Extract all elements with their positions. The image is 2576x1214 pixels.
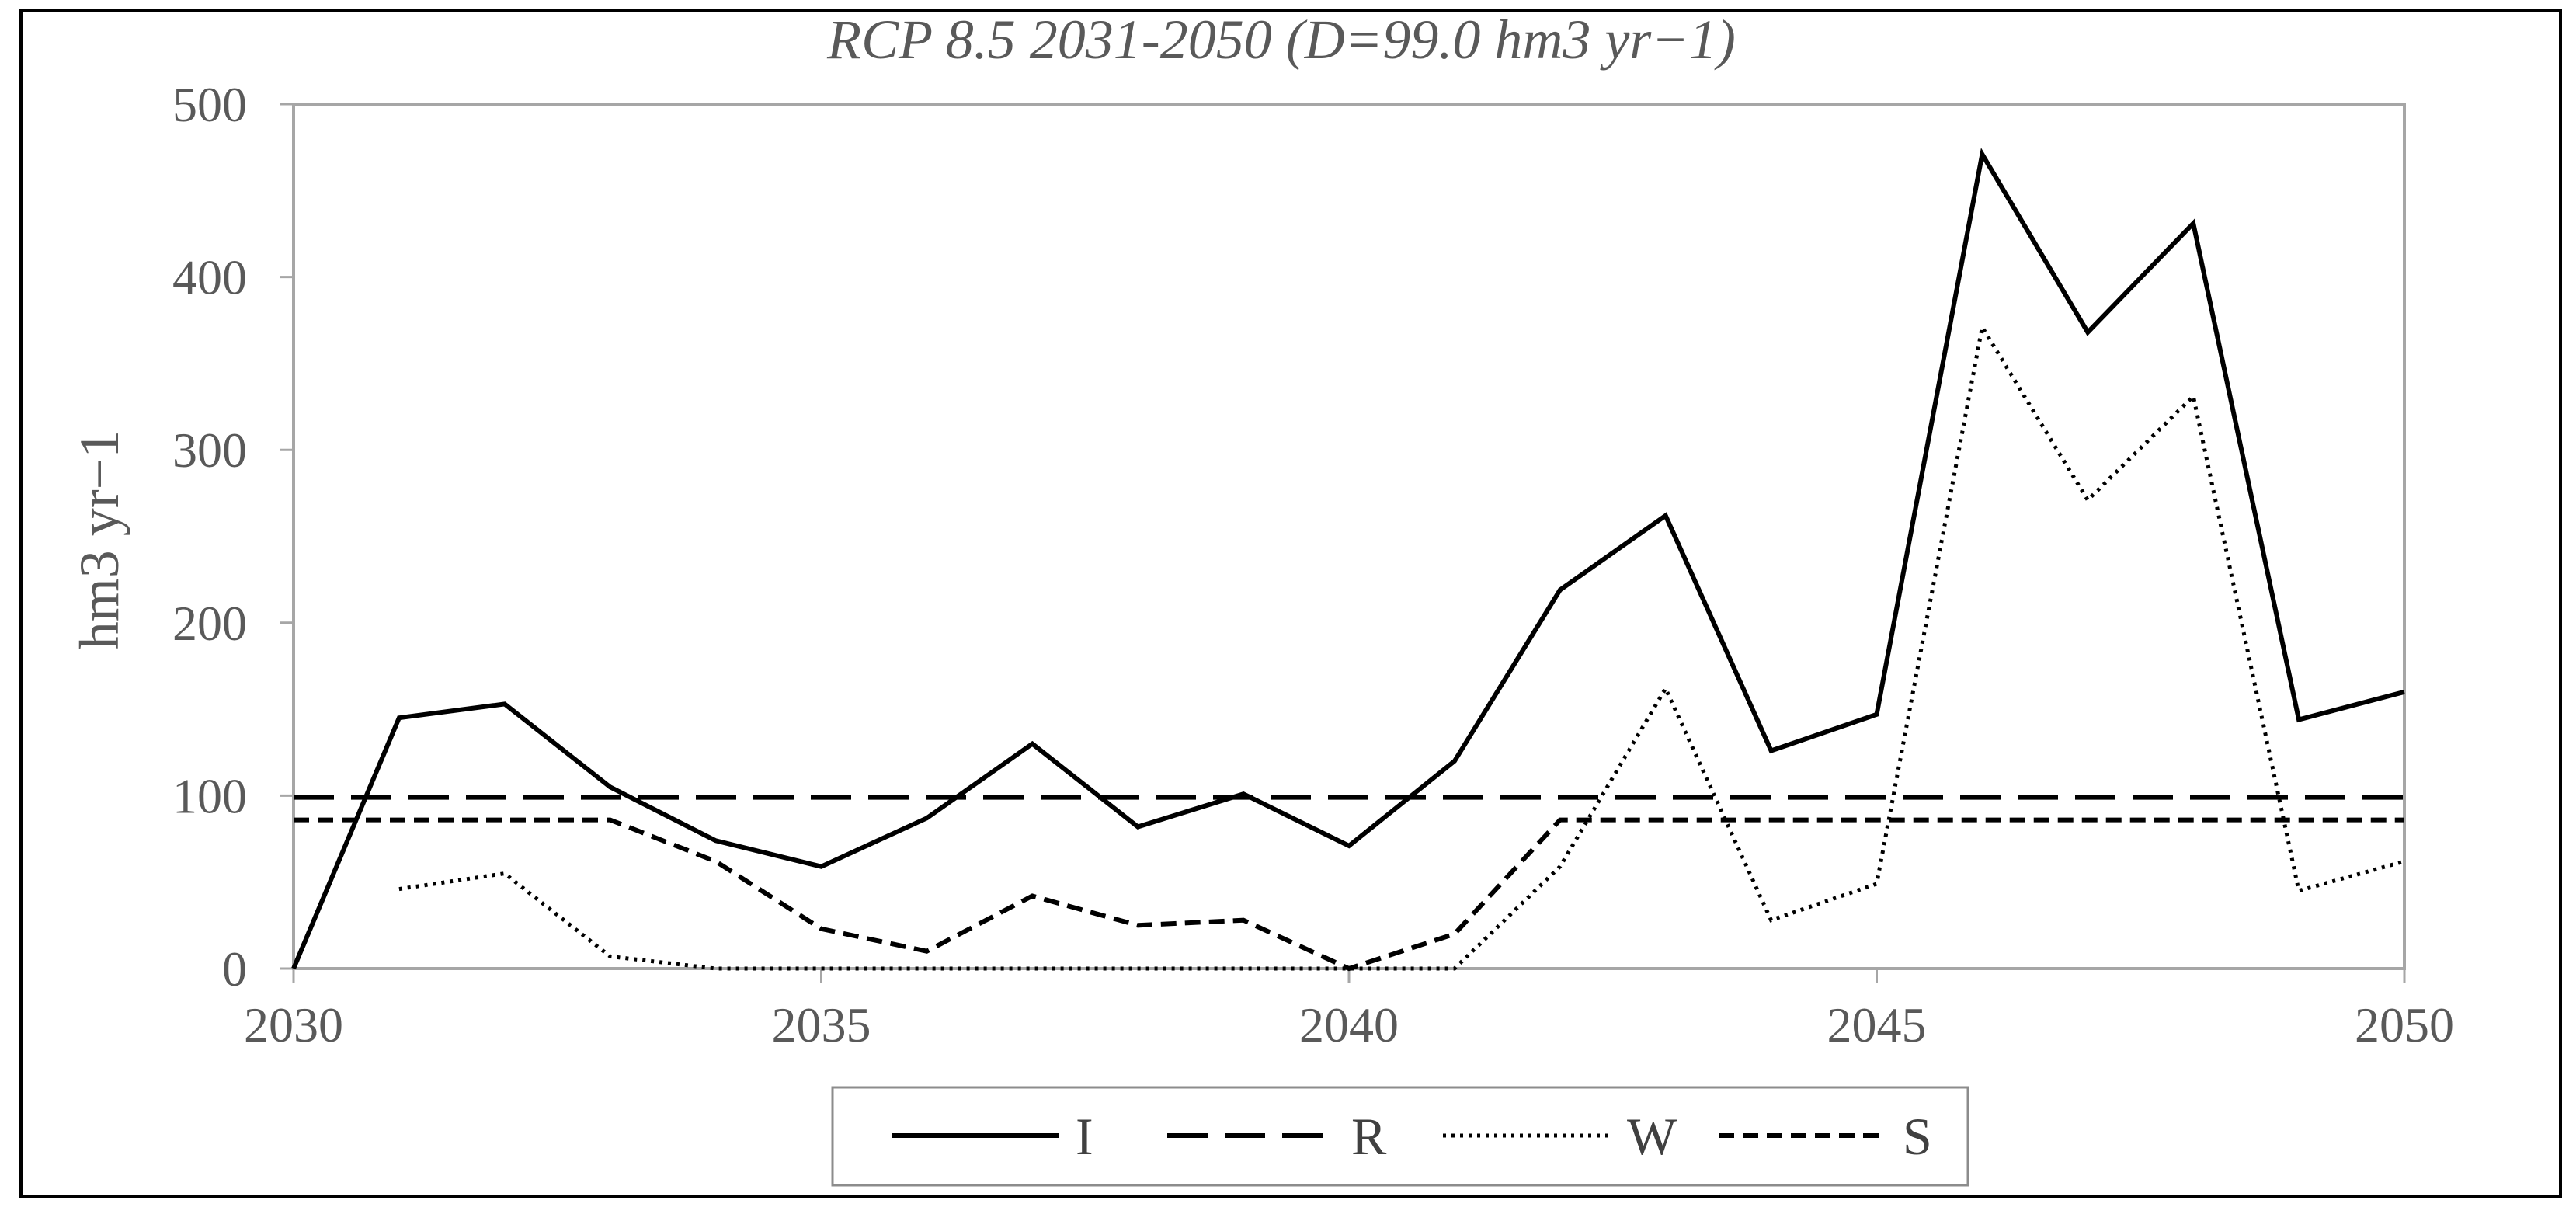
series-line-s xyxy=(294,817,2404,972)
y-tick-label: 300 xyxy=(172,423,247,478)
x-tick-label: 2040 xyxy=(1299,997,1399,1052)
series-line-i xyxy=(291,148,2405,970)
y-axis-title: hm3 yr−1 xyxy=(68,430,130,650)
x-tick-label: 2050 xyxy=(2355,997,2454,1052)
y-tick-label: 200 xyxy=(172,596,247,651)
x-tick-label: 2035 xyxy=(772,997,871,1052)
chart-title: RCP 8.5 2031-2050 (D=99.0 hm3 yr−1) xyxy=(826,9,1736,71)
x-tick-label: 2045 xyxy=(1827,997,1927,1052)
y-tick-label: 400 xyxy=(172,250,247,305)
y-tick-label: 500 xyxy=(172,77,247,132)
series-lines xyxy=(291,148,2405,972)
y-axis-ticks: 0 100 200 300 400 500 xyxy=(172,77,294,997)
y-tick-label: 0 xyxy=(222,941,247,997)
y-tick-label: 100 xyxy=(172,768,247,823)
x-tick-label: 2030 xyxy=(244,997,343,1052)
legend-label-s: S xyxy=(1903,1107,1932,1166)
chart-outer-border xyxy=(19,9,2562,1198)
legend-label-i: I xyxy=(1076,1107,1093,1166)
legend-label-w: W xyxy=(1627,1107,1677,1166)
legend-label-r: R xyxy=(1351,1107,1387,1166)
x-axis-ticks: 2030 2035 2040 2045 2050 xyxy=(244,969,2454,1052)
